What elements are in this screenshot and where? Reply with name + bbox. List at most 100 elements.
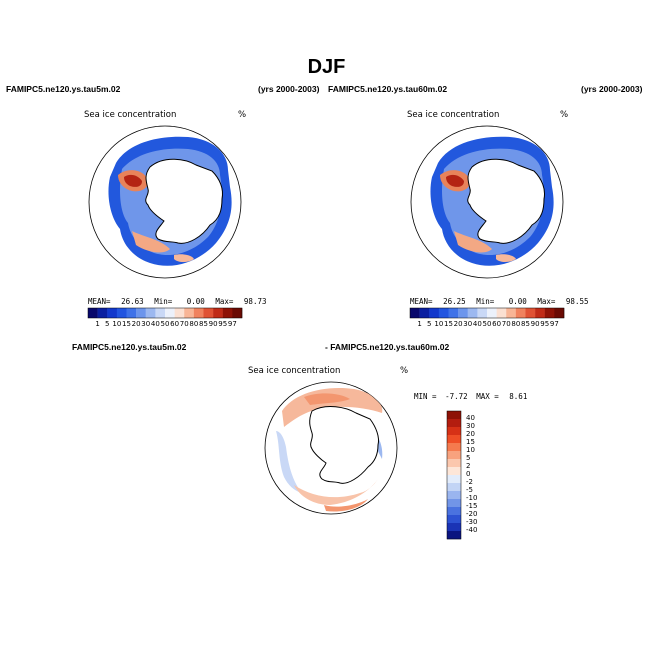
left-max-value: 98.73 <box>243 297 267 306</box>
colorbar-tick-label: 10 <box>434 320 444 328</box>
colorbar-segment <box>447 443 461 452</box>
colorbar-tick-label: 60 <box>492 320 502 328</box>
colorbar-tick-label: 97 <box>227 320 237 328</box>
colorbar-segment <box>447 451 461 460</box>
left-years-label: (yrs 2000-2003) <box>258 84 320 94</box>
colorbar-segment <box>525 308 536 318</box>
colorbar-segment <box>447 515 461 524</box>
right-mean-value: 26.25 <box>443 297 466 306</box>
colorbar-segment <box>447 419 461 428</box>
colorbar-segment <box>447 523 461 532</box>
colorbar-tick-label: 15 <box>444 320 453 328</box>
colorbar-segment <box>535 308 545 318</box>
colorbar-segment <box>447 491 461 500</box>
colorbar-segment <box>506 308 517 318</box>
colorbar-segment <box>410 308 420 318</box>
colorbar-tick-label: 5 <box>105 320 110 328</box>
diff-units-label: % <box>400 366 409 376</box>
colorbar-tick-label: -20 <box>466 510 478 518</box>
colorbar-tick-label: 20 <box>131 320 141 328</box>
right-units-label: % <box>560 110 569 120</box>
colorbar-tick-label: 15 <box>122 320 131 328</box>
colorbar-tick-label: 15 <box>466 438 475 446</box>
diff-case-a: FAMIPC5.ne120.ys.tau5m.02 <box>72 342 187 352</box>
colorbar-tick-label: 80 <box>189 320 199 328</box>
diff-case-b: - FAMIPC5.ne120.ys.tau60m.02 <box>325 342 450 352</box>
colorbar-segment <box>155 308 166 318</box>
colorbar-segment <box>429 308 440 318</box>
left-colorbar-ticks: 1 5 10 15 20 30 40 50 60 70 80 85 90 95 97 <box>88 320 242 330</box>
colorbar-segment <box>447 427 461 436</box>
colorbar-tick-label: 1 <box>417 320 422 328</box>
diff-colorbar <box>446 410 462 540</box>
left-case-name: FAMIPC5.ne120.ys.tau5m.02 <box>6 84 121 94</box>
diff-map <box>264 381 398 515</box>
colorbar-outline <box>87 307 243 319</box>
colorbar-tick-label: 40 <box>150 320 160 328</box>
colorbar-segment <box>447 459 461 468</box>
antarctica-coastline <box>309 406 379 484</box>
colorbar-segment <box>447 507 461 516</box>
right-max-label: Max= <box>537 297 556 306</box>
right-variable-label: Sea ice concentration <box>407 110 500 120</box>
colorbar-segment <box>447 475 461 484</box>
diff-min-value: -7.72 <box>445 392 468 401</box>
colorbar-tick-label: 50 <box>160 320 170 328</box>
colorbar-segment <box>174 308 185 318</box>
left-max-label: Max= <box>215 297 234 306</box>
colorbar-segment <box>477 308 488 318</box>
right-colorbar-ticks: 1 5 10 15 20 30 40 50 60 70 80 85 90 95 97 <box>410 320 564 330</box>
antarctica-coastline <box>145 158 223 244</box>
colorbar-tick-label: 97 <box>549 320 559 328</box>
left-units-label: % <box>238 110 247 120</box>
colorbar-tick-label: -30 <box>466 518 478 526</box>
diff-max-label: MAX = <box>476 392 499 401</box>
colorbar-tick-label: -10 <box>466 494 478 502</box>
colorbar-tick-label: 85 <box>521 320 530 328</box>
left-map <box>88 125 242 279</box>
colorbar-segment <box>447 499 461 508</box>
colorbar-tick-label: 5 <box>466 454 471 462</box>
colorbar-segment <box>496 308 507 318</box>
left-min-label: Min= <box>154 297 173 306</box>
diff-min-label: MIN = <box>414 392 437 401</box>
right-min-value: 0.00 <box>508 297 527 306</box>
colorbar-segment <box>487 308 497 318</box>
colorbar-segment <box>458 308 468 318</box>
colorbar-tick-label: 60 <box>170 320 180 328</box>
right-colorbar <box>409 307 565 319</box>
left-colorbar <box>87 307 243 319</box>
colorbar-segment <box>107 308 118 318</box>
colorbar-tick-label: 70 <box>179 320 189 328</box>
colorbar-tick-label: 30 <box>463 320 473 328</box>
colorbar-segment <box>448 308 459 318</box>
colorbar-segment <box>544 308 555 318</box>
colorbar-segment <box>136 308 146 318</box>
colorbar-segment <box>213 308 223 318</box>
colorbar-tick-label: 90 <box>208 320 218 328</box>
colorbar-tick-label: 5 <box>427 320 432 328</box>
colorbar-tick-label: 10 <box>466 446 475 454</box>
colorbar-segment <box>203 308 214 318</box>
colorbar-segment <box>97 308 108 318</box>
colorbar-segment <box>165 308 175 318</box>
colorbar-tick-label: 20 <box>453 320 463 328</box>
colorbar-segment <box>447 411 461 420</box>
colorbar-segment <box>438 308 449 318</box>
colorbar-tick-label: 30 <box>141 320 151 328</box>
colorbar-outline <box>446 410 462 540</box>
colorbar-outline <box>409 307 565 319</box>
colorbar-segment <box>232 308 243 318</box>
colorbar-tick-label: 95 <box>540 320 550 328</box>
colorbar-segment <box>88 308 98 318</box>
diff-max-value: 8.61 <box>509 392 528 401</box>
colorbar-tick-label: 90 <box>530 320 540 328</box>
colorbar-tick-label: 40 <box>472 320 482 328</box>
left-mean-label: MEAN= <box>88 297 111 306</box>
colorbar-tick-label: 70 <box>501 320 511 328</box>
left-min-value: 0.00 <box>186 297 205 306</box>
colorbar-tick-label: 20 <box>466 430 475 438</box>
colorbar-tick-label: 10 <box>112 320 122 328</box>
antarctica-coastline <box>467 158 545 244</box>
colorbar-segment <box>222 308 233 318</box>
